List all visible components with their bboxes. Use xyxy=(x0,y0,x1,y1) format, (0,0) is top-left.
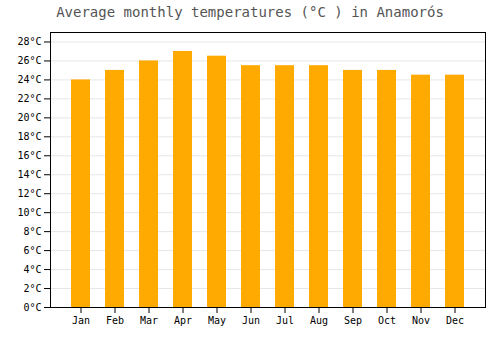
svg-text:24°C: 24°C xyxy=(17,74,41,85)
svg-text:16°C: 16°C xyxy=(17,150,41,161)
svg-text:20°C: 20°C xyxy=(17,112,41,123)
svg-text:2°C: 2°C xyxy=(23,283,41,294)
svg-text:6°C: 6°C xyxy=(23,245,41,256)
svg-text:Mar: Mar xyxy=(140,315,158,326)
svg-text:4°C: 4°C xyxy=(23,264,41,275)
svg-text:Aug: Aug xyxy=(310,315,328,326)
svg-text:Apr: Apr xyxy=(174,315,192,326)
svg-text:Feb: Feb xyxy=(106,315,124,326)
svg-text:Sep: Sep xyxy=(344,315,362,326)
svg-text:26°C: 26°C xyxy=(17,55,41,66)
svg-text:Dec: Dec xyxy=(446,315,464,326)
svg-text:12°C: 12°C xyxy=(17,188,41,199)
svg-text:Jul: Jul xyxy=(276,315,294,326)
svg-text:Jun: Jun xyxy=(242,315,260,326)
svg-text:14°C: 14°C xyxy=(17,169,41,180)
svg-text:10°C: 10°C xyxy=(17,207,41,218)
svg-text:May: May xyxy=(208,315,226,326)
svg-text:28°C: 28°C xyxy=(17,36,41,47)
svg-text:Oct: Oct xyxy=(378,315,396,326)
svg-text:Jan: Jan xyxy=(72,315,90,326)
svg-text:18°C: 18°C xyxy=(17,131,41,142)
svg-text:22°C: 22°C xyxy=(17,93,41,104)
html-text:Average monthly temperatures (: Average monthly temperatures (°C ) in An… xyxy=(56,4,444,20)
svg-text:8°C: 8°C xyxy=(23,226,41,237)
svg-text:0°C: 0°C xyxy=(23,302,41,313)
svg-text:Nov: Nov xyxy=(412,315,430,326)
